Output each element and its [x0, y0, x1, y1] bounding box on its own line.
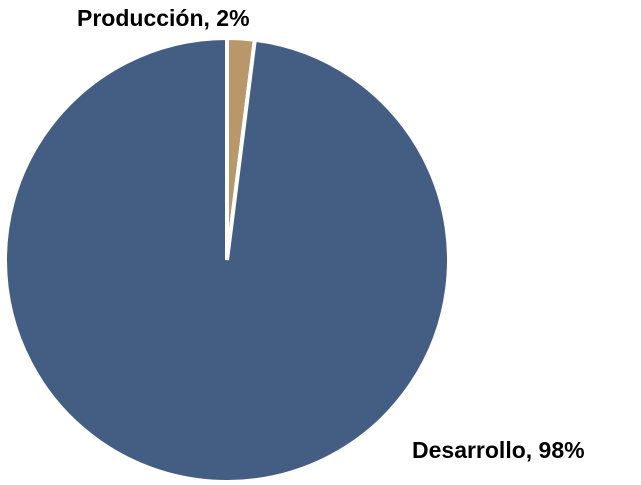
data-label-desarrollo: Desarrollo, 98% [412, 437, 585, 463]
pie-slices [3, 35, 451, 484]
data-label-produccion: Producción, 2% [77, 5, 250, 31]
pie-slice-desarrollo [3, 35, 451, 484]
pie-data-labels: Producción, 2% Desarrollo, 98% [77, 5, 585, 463]
